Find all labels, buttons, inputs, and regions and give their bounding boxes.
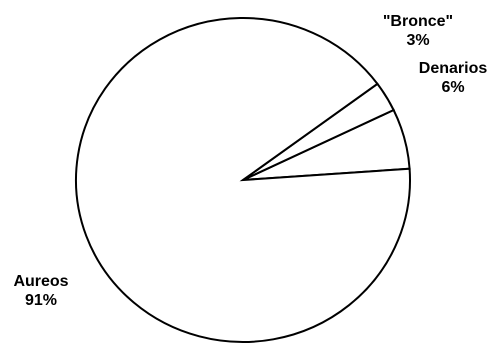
label-denarios-name: Denarios: [418, 60, 488, 77]
pie-slice-aureos: [75, 17, 411, 343]
label-bronce: "Bronce" 3%: [378, 12, 458, 50]
label-denarios-percent: 6%: [441, 79, 465, 96]
label-denarios: Denarios 6%: [408, 59, 498, 97]
label-aureos: Aureos 91%: [6, 272, 76, 310]
label-aureos-name: Aureos: [13, 273, 69, 290]
label-bronce-name: "Bronce": [382, 13, 454, 30]
label-bronce-percent: 3%: [406, 32, 430, 49]
label-aureos-percent: 91%: [24, 292, 58, 309]
